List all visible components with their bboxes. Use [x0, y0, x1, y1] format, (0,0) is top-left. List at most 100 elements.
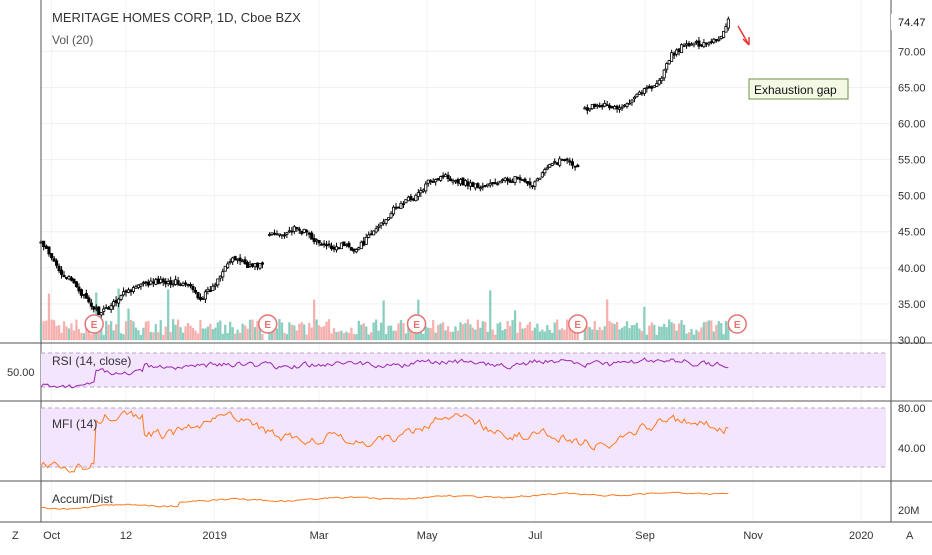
price-candle — [451, 178, 455, 185]
price-candle — [186, 283, 190, 288]
candle-body — [39, 241, 43, 244]
volume-bar — [489, 290, 492, 340]
time-tick-label: May — [417, 530, 438, 542]
volume-bar — [399, 319, 403, 340]
candle-body — [503, 177, 507, 182]
volume-bar — [206, 326, 210, 340]
volume-bar — [238, 332, 242, 340]
price-candle — [702, 39, 706, 49]
volume-bar — [134, 327, 138, 340]
candle-body — [613, 106, 617, 110]
candle-body — [372, 230, 376, 236]
price-candle — [411, 197, 415, 202]
price-candle — [312, 234, 316, 245]
price-candle — [342, 241, 346, 247]
volume-bar — [643, 306, 646, 340]
volume-bar — [325, 321, 328, 340]
price-candle — [196, 291, 200, 300]
candle-body — [174, 279, 178, 285]
volume-bar — [320, 327, 323, 340]
candle-body — [662, 69, 666, 79]
price-candle — [282, 232, 286, 239]
candle-body — [300, 230, 304, 235]
time-tick-label: Nov — [743, 530, 763, 542]
rsi-line — [40, 357, 729, 389]
volume-bar — [365, 326, 368, 340]
price-candle — [387, 217, 391, 221]
price-candle — [174, 275, 178, 286]
mfi-band — [41, 408, 886, 467]
volume-bar — [538, 331, 541, 340]
volume-bar — [446, 326, 450, 340]
price-candle — [637, 90, 641, 95]
price-candle — [540, 171, 544, 178]
candle-body — [74, 281, 78, 288]
price-candle — [394, 202, 398, 211]
candle-body — [486, 183, 490, 187]
volume-bar — [167, 289, 170, 340]
price-candle — [444, 172, 448, 177]
price-candle — [258, 263, 262, 271]
price-candle — [436, 177, 440, 182]
candle-body — [476, 183, 480, 188]
price-candle — [218, 275, 222, 282]
volume-bar — [360, 324, 363, 340]
volume-bar — [700, 327, 703, 340]
volume-bar — [39, 324, 43, 340]
volume-bar — [147, 320, 150, 340]
candle-body — [650, 86, 654, 89]
volume-bar — [429, 328, 432, 340]
volume-bar — [382, 300, 385, 340]
price-candle — [687, 41, 691, 47]
volume-bar — [248, 319, 252, 340]
indicator-layer — [40, 357, 729, 510]
price-candle — [439, 175, 443, 182]
volume-bar — [122, 334, 125, 340]
volume-bar — [513, 310, 517, 340]
volume-bar — [384, 334, 388, 340]
price-candle — [595, 103, 599, 109]
price-candle — [280, 234, 284, 240]
volume-bar — [97, 329, 100, 340]
volume-bar — [342, 333, 346, 340]
price-candle — [406, 195, 410, 202]
volume-bar — [407, 319, 410, 340]
zoom-button[interactable]: Z — [12, 530, 19, 542]
volume-bar — [573, 331, 577, 340]
price-candle — [640, 89, 644, 97]
price-candle — [55, 258, 59, 269]
price-candle — [570, 158, 574, 169]
candle-body — [141, 282, 145, 285]
candle-body — [292, 226, 296, 232]
price-candle — [513, 176, 517, 186]
candle-body — [89, 302, 93, 307]
candle-body — [682, 44, 686, 47]
volume-bar — [707, 320, 710, 340]
candle-body — [511, 181, 515, 184]
price-candle — [503, 176, 507, 183]
price-candle — [588, 108, 592, 113]
volume-bar — [583, 330, 586, 340]
price-candle — [246, 260, 250, 268]
candle-body — [404, 199, 408, 204]
volume-bar — [315, 319, 318, 340]
candle-body — [451, 180, 455, 183]
price-candle — [692, 42, 696, 48]
price-candle — [166, 278, 170, 287]
candle-body — [396, 206, 401, 209]
price-candle — [337, 247, 341, 250]
price-candle — [92, 305, 96, 313]
candle-body — [359, 241, 363, 250]
candle-body — [258, 263, 262, 269]
price-candle — [471, 181, 475, 187]
volume-bar — [107, 324, 110, 340]
mfi-label: MFI (14) — [52, 417, 97, 431]
price-candle — [528, 177, 532, 189]
candle-body — [548, 164, 552, 168]
candle-body — [722, 30, 726, 38]
auto-scale-button[interactable]: A — [906, 530, 914, 542]
volume-bar — [214, 327, 217, 340]
price-candle — [463, 179, 467, 187]
